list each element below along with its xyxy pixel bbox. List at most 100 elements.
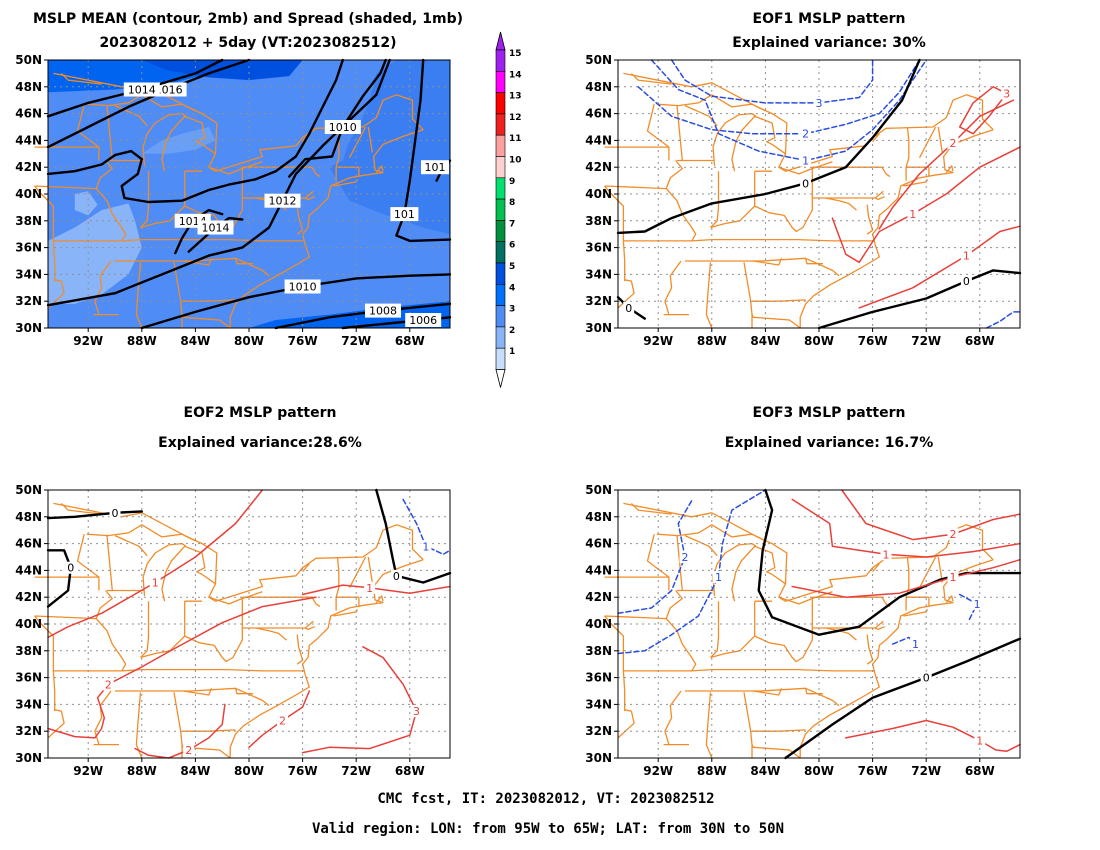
lon-tick-label: 84W: [180, 764, 210, 778]
lat-tick-label: 30N: [15, 321, 42, 335]
boundary-line: [115, 257, 270, 277]
contour-line: [47, 596, 317, 739]
boundary-line: [34, 615, 55, 671]
lon-tick-label: 72W: [341, 764, 371, 778]
colorbar-label: 4: [509, 283, 515, 293]
contour-label: 1: [963, 250, 970, 263]
boundary-line: [296, 634, 304, 665]
contour-label-bg: [880, 548, 892, 561]
lon-tick-label: 72W: [911, 334, 941, 348]
contour-label: 1: [950, 571, 957, 584]
contour-label-bg: [284, 279, 321, 294]
contour-label: 1: [422, 540, 429, 553]
boundary-line: [604, 615, 667, 620]
boundary-line: [656, 94, 766, 112]
contour-label: 0: [393, 570, 400, 583]
boundary-line: [804, 258, 823, 265]
contour-label: 101: [425, 161, 446, 174]
contour-label: 1010: [289, 281, 317, 294]
lat-tick-label: 34N: [585, 697, 612, 711]
boundary-line: [229, 559, 424, 758]
contour-label: 0: [625, 302, 632, 315]
footer-valid-region: Valid region: LON: from 95W to 65W; LAT:…: [312, 821, 784, 837]
boundary-line: [918, 126, 937, 159]
lat-tick-label: 40N: [15, 617, 42, 631]
lat-tick-label: 46N: [585, 537, 612, 551]
boundary-line: [778, 591, 833, 605]
colorbar-label: 6: [509, 241, 515, 251]
contour-label-bg: [947, 137, 959, 150]
colorbar-label: 12: [509, 113, 522, 123]
boundary-line: [630, 72, 672, 85]
contour-label-bg: [390, 207, 419, 222]
contour-label: 2: [185, 744, 192, 757]
lat-tick-label: 30N: [15, 751, 42, 765]
colorbar-label: 5: [509, 262, 515, 272]
boundary-line: [825, 627, 857, 641]
contour-label: 1: [974, 598, 981, 611]
colorbar-label: 1: [509, 347, 515, 357]
boundary-line: [182, 299, 236, 302]
contour-label-bg: [65, 561, 77, 574]
contour-label-bg: [1001, 87, 1013, 100]
boundary-line: [208, 591, 263, 605]
lon-tick-label: 88W: [697, 764, 727, 778]
contour-label: 1: [912, 638, 919, 651]
contour-label-bg: [421, 160, 449, 175]
boundary-line: [825, 197, 857, 211]
boundary-line: [752, 299, 806, 302]
contour-label-bg: [907, 208, 919, 221]
state-boundaries: [604, 72, 994, 329]
contour-line: [670, 59, 874, 104]
boundary-line: [617, 279, 635, 309]
boundary-line: [743, 262, 753, 328]
contour-line: [301, 584, 451, 596]
boundary-line: [623, 238, 874, 242]
boundary-line: [664, 690, 682, 745]
contour-label: 1010: [329, 121, 357, 134]
boundary-line: [183, 688, 213, 696]
contour-label: 1: [366, 582, 373, 595]
lat-tick-label: 38N: [15, 644, 42, 658]
boundary-line: [60, 502, 102, 515]
boundary-line: [665, 160, 697, 242]
boundary-line: [140, 171, 150, 228]
boundary-line: [731, 115, 786, 172]
boundary-line: [47, 279, 65, 309]
contour-line: [395, 58, 452, 243]
contour-line: [46, 510, 143, 520]
boundary-line: [812, 596, 891, 608]
contour-label-bg: [974, 734, 986, 747]
boundary-line: [95, 590, 127, 672]
colorbar-label: 2: [509, 326, 515, 336]
boundary-line: [94, 260, 112, 315]
lat-tick-label: 50N: [585, 53, 612, 67]
contour-line: [791, 558, 1021, 598]
lat-tick-label: 44N: [15, 133, 42, 147]
boundary-line: [86, 524, 196, 542]
colorbar-label: 13: [509, 92, 522, 102]
lat-tick-label: 32N: [15, 294, 42, 308]
contour-label-bg: [713, 571, 724, 584]
colorbar-bottom-arrow: [495, 369, 506, 388]
boundary-line: [135, 262, 143, 329]
colorbar-label: 7: [509, 219, 515, 229]
contour-line: [878, 99, 1015, 230]
state-boundaries: [34, 502, 424, 759]
boundary-line: [676, 105, 683, 161]
boundary-line: [617, 709, 635, 739]
contour-label-bg: [910, 638, 921, 651]
lat-tick-label: 46N: [15, 107, 42, 121]
lon-tick-label: 84W: [750, 334, 780, 348]
eof2-panel-title: EOF2 MSLP pattern: [184, 405, 337, 421]
contour-line: [46, 58, 344, 204]
colorbar-label: 11: [509, 134, 522, 144]
lat-tick-label: 36N: [15, 671, 42, 685]
contour-label: 1: [909, 208, 916, 221]
lon-tick-label: 80W: [234, 334, 264, 348]
contour-label: 3: [1003, 88, 1010, 101]
contour-label-bg: [390, 569, 402, 582]
boundary-line: [875, 626, 885, 631]
contour-label-bg: [405, 313, 442, 327]
contour-line: [46, 58, 391, 307]
